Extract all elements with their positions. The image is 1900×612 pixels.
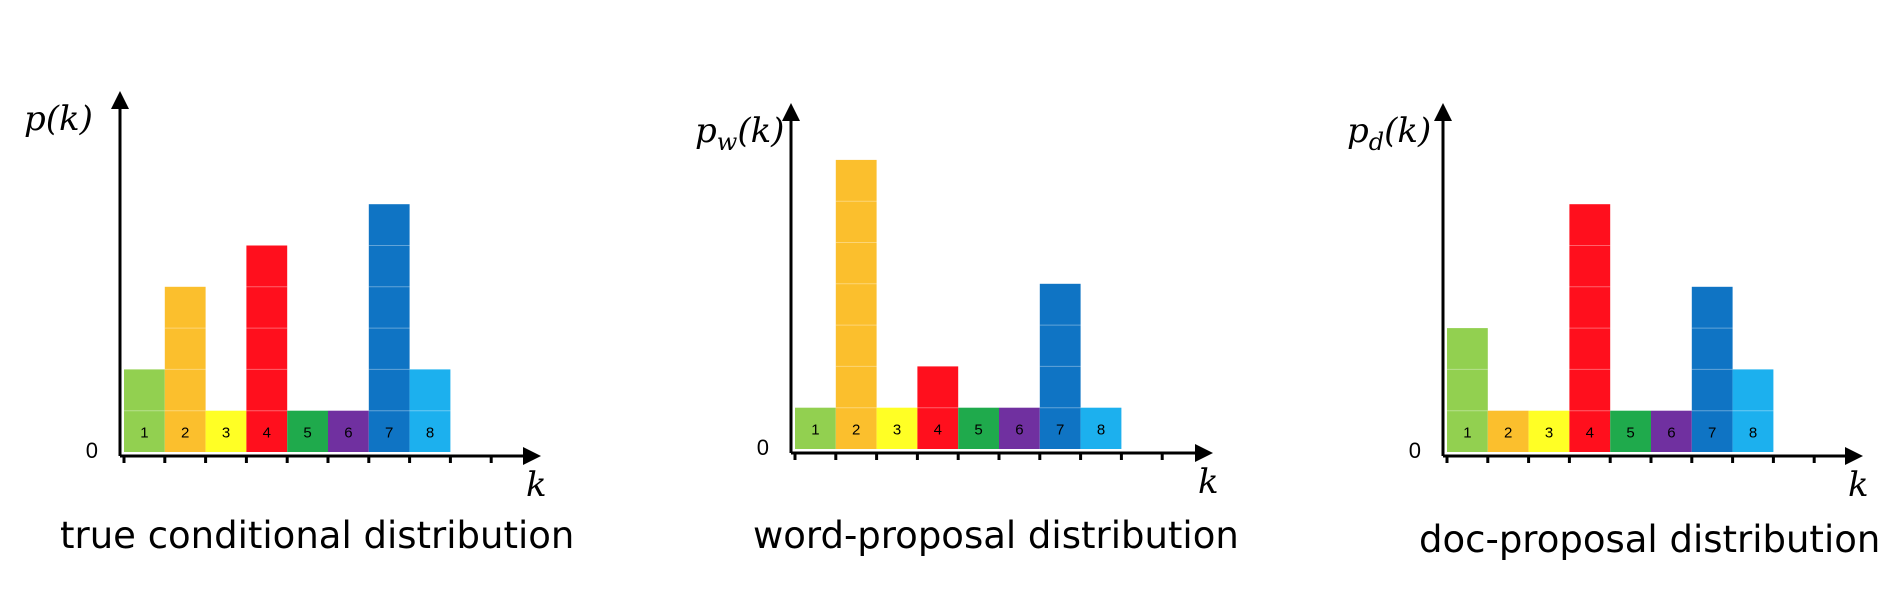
bar-rect (246, 245, 288, 452)
y-axis-label-main: p (1347, 111, 1369, 151)
bar-6: 6 (328, 410, 369, 452)
bar-label: 6 (1667, 424, 1675, 441)
bar-rect (1447, 328, 1488, 452)
bar-label: 7 (385, 424, 393, 441)
x-axis-label: k (1198, 462, 1219, 502)
bar-label: 5 (1626, 424, 1634, 441)
bar-8: 8 (1732, 369, 1774, 452)
bar-2: 2 (1487, 410, 1529, 452)
chart-2: 1 2 3 4 5 6 7 8 0 pw(k) k word-proposal distributio… (695, 103, 1239, 557)
bar-label: 2 (181, 424, 189, 441)
bar-5: 5 (1610, 410, 1651, 452)
bar-label: 6 (1015, 421, 1023, 438)
y-axis-label-main: p (695, 111, 717, 151)
bar-label: 2 (1504, 424, 1512, 441)
zero-label: 0 (757, 435, 769, 460)
bar-rect (205, 410, 247, 452)
bar-rect (917, 366, 959, 449)
bar-7: 7 (1039, 283, 1081, 449)
bar-label: 1 (1463, 424, 1471, 441)
bar-1: 1 (1447, 328, 1488, 452)
bar-label: 8 (1097, 421, 1105, 438)
bar-rect (124, 369, 165, 452)
bar-4: 4 (1569, 204, 1611, 452)
y-axis-label-subscript: w (717, 128, 738, 156)
bar-6: 6 (1651, 410, 1692, 452)
y-axis-label: pw(k) (695, 111, 784, 156)
bar-8: 8 (409, 369, 451, 452)
bar-label: 7 (1708, 424, 1716, 441)
bar-rect (1610, 410, 1651, 452)
bar-label: 1 (140, 424, 148, 441)
bar-rect (999, 407, 1040, 449)
bar-4: 4 (246, 245, 288, 452)
bar-label: 1 (811, 421, 819, 438)
bar-label: 4 (934, 421, 942, 438)
bar-rect (1039, 283, 1081, 449)
bar-label: 8 (426, 424, 434, 441)
bar-1: 1 (124, 369, 165, 452)
bar-rect (1528, 410, 1570, 452)
y-axis-label-suffix: (k) (737, 111, 784, 151)
bar-label: 5 (303, 424, 311, 441)
y-axis-label: p(k) (24, 99, 93, 139)
bar-rect (287, 410, 328, 452)
bar-label: 4 (1586, 424, 1594, 441)
bar-label: 2 (852, 421, 860, 438)
bar-3: 3 (1528, 410, 1570, 452)
bar-rect (795, 407, 836, 449)
bar-label: 7 (1056, 421, 1064, 438)
bar-rect (876, 407, 918, 449)
bar-rect (1487, 410, 1529, 452)
bar-rect (1080, 407, 1122, 449)
zero-label: 0 (86, 438, 98, 463)
bar-1: 1 (795, 407, 836, 449)
bar-label: 6 (344, 424, 352, 441)
bar-7: 7 (1691, 286, 1733, 452)
bar-5: 5 (958, 407, 999, 449)
y-axis-label: pd(k) (1347, 111, 1431, 156)
bar-label: 3 (222, 424, 230, 441)
bar-label: 4 (263, 424, 271, 441)
bar-rect (835, 159, 877, 449)
chart-caption: doc-proposal distribution (1419, 518, 1880, 561)
bar-2: 2 (835, 159, 877, 449)
bar-4: 4 (917, 366, 959, 449)
bar-label: 3 (893, 421, 901, 438)
bar-rect (1569, 204, 1611, 452)
bar-rect (1691, 286, 1733, 452)
bar-8: 8 (1080, 407, 1122, 449)
chart-3: 1 2 3 4 5 6 7 8 0 pd(k) k doc-proposal distribution (1347, 103, 1880, 561)
x-axis-label: k (526, 465, 547, 505)
bar-3: 3 (205, 410, 247, 452)
bar-rect (1732, 369, 1774, 452)
bar-7: 7 (368, 204, 410, 452)
bar-6: 6 (999, 407, 1040, 449)
bar-rect (409, 369, 451, 452)
y-axis-label-suffix: (k) (1384, 111, 1431, 151)
bar-5: 5 (287, 410, 328, 452)
bar-rect (164, 286, 206, 452)
chart-1: 1 2 3 4 5 6 7 8 0 p(k) k true conditional distribut… (24, 91, 574, 557)
bar-rect (328, 410, 369, 452)
bar-label: 8 (1749, 424, 1757, 441)
zero-label: 0 (1409, 438, 1421, 463)
bar-3: 3 (876, 407, 918, 449)
bar-rect (958, 407, 999, 449)
chart-caption: true conditional distribution (60, 514, 574, 557)
y-axis-label-subscript: d (1369, 128, 1384, 156)
x-axis-label: k (1848, 465, 1869, 505)
bar-label: 5 (974, 421, 982, 438)
bar-rect (368, 204, 410, 452)
bar-rect (1651, 410, 1692, 452)
bar-label: 3 (1545, 424, 1553, 441)
chart-caption: word-proposal distribution (753, 514, 1239, 557)
bar-2: 2 (164, 286, 206, 452)
